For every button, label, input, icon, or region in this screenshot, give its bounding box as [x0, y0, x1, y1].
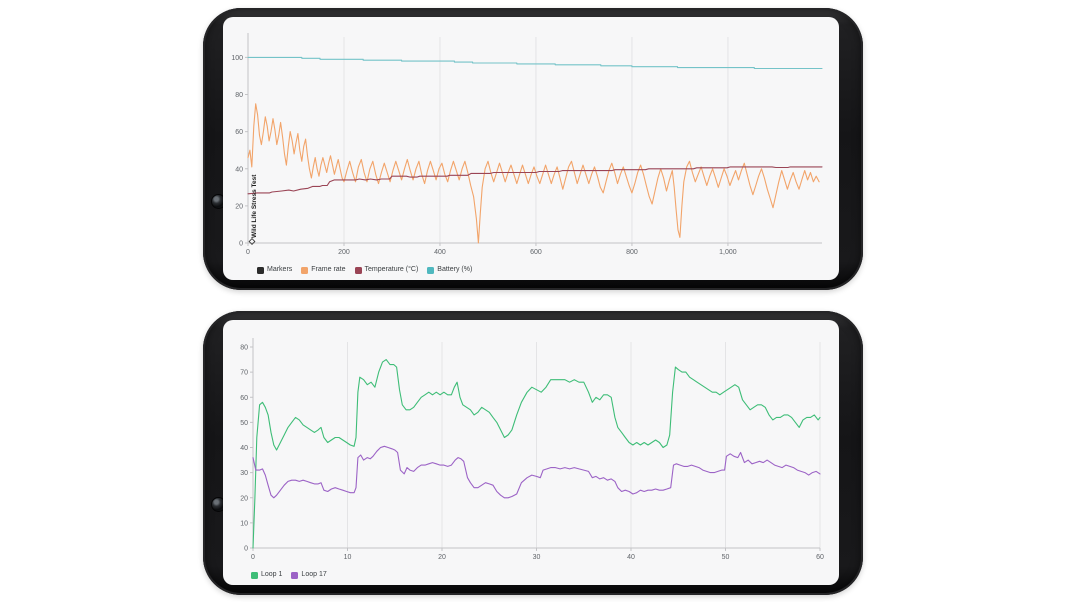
- legend-label: Loop 1: [261, 571, 283, 578]
- svg-text:1,000: 1,000: [719, 249, 737, 256]
- svg-text:0: 0: [239, 241, 243, 248]
- svg-text:70: 70: [240, 370, 248, 377]
- loop-comparison-chart: 0 10 20 30 40 50 60 70 80 0 10 20 30 40 50 60: [240, 338, 824, 561]
- svg-text:400: 400: [434, 249, 446, 256]
- svg-text:80: 80: [240, 345, 248, 352]
- phone-screen-bottom: 0 10 20 30 40 50 60 70 80 0 10 20 30 40 50 60 Loop 1 Loo…: [223, 320, 839, 585]
- svg-text:50: 50: [722, 554, 730, 561]
- svg-text:10: 10: [344, 554, 352, 561]
- svg-text:0: 0: [246, 249, 250, 256]
- legend-swatch: [257, 266, 264, 274]
- svg-text:0: 0: [251, 554, 255, 561]
- svg-text:60: 60: [235, 129, 243, 136]
- svg-text:40: 40: [627, 554, 635, 561]
- legend-label: Markers: [267, 266, 293, 273]
- legend-item: Markers: [257, 266, 292, 274]
- legend-item: Frame rate: [301, 266, 346, 274]
- svg-text:800: 800: [626, 249, 638, 256]
- legend-label: Temperature (°C): [364, 266, 419, 273]
- legend-item: Temperature (°C): [354, 266, 419, 274]
- svg-text:60: 60: [240, 395, 248, 402]
- svg-text:40: 40: [235, 166, 243, 173]
- legend-item: Loop 17: [291, 571, 327, 579]
- svg-text:30: 30: [533, 554, 541, 561]
- legend-swatch: [251, 571, 258, 579]
- svg-text:50: 50: [240, 420, 248, 427]
- legend-label: Loop 17: [301, 571, 327, 578]
- phone-screen-top: 0 20 40 60 80 100 0 200 400 600 800 1,000 Wild Life …: [223, 17, 839, 280]
- svg-text:60: 60: [816, 554, 824, 561]
- phone-frame-bottom: 0 10 20 30 40 50 60 70 80 0 10 20 30 40 50 60 Loop 1 Loo…: [203, 311, 863, 595]
- svg-text:40: 40: [240, 445, 248, 452]
- legend-item: Loop 1: [251, 571, 282, 579]
- stress-test-chart-legend: Markers Frame rate Temperature (°C) Battery…: [257, 266, 472, 274]
- legend-item: Battery (%): [427, 266, 472, 274]
- svg-text:80: 80: [235, 92, 243, 99]
- legend-swatch: [301, 266, 309, 274]
- legend-label: Frame rate: [311, 266, 346, 273]
- svg-text:20: 20: [235, 203, 243, 210]
- legend-label: Battery (%): [437, 266, 473, 273]
- svg-text:200: 200: [338, 249, 350, 256]
- legend-swatch: [427, 266, 435, 274]
- loop-comparison-chart-legend: Loop 1 Loop 17: [251, 571, 327, 579]
- stress-test-chart: 0 20 40 60 80 100 0 200 400 600 800 1,000 Wild Life …: [231, 33, 823, 256]
- svg-text:20: 20: [240, 495, 248, 502]
- svg-text:100: 100: [231, 55, 243, 62]
- phone-frame-top: 0 20 40 60 80 100 0 200 400 600 800 1,000 Wild Life …: [203, 8, 863, 290]
- svg-text:10: 10: [240, 520, 248, 527]
- svg-text:600: 600: [530, 249, 542, 256]
- svg-text:0: 0: [244, 546, 248, 553]
- legend-swatch: [354, 266, 362, 274]
- svg-text:Wild Life Stress Test: Wild Life Stress Test: [251, 174, 258, 238]
- legend-swatch: [291, 571, 299, 579]
- svg-text:30: 30: [240, 470, 248, 477]
- svg-text:20: 20: [438, 554, 446, 561]
